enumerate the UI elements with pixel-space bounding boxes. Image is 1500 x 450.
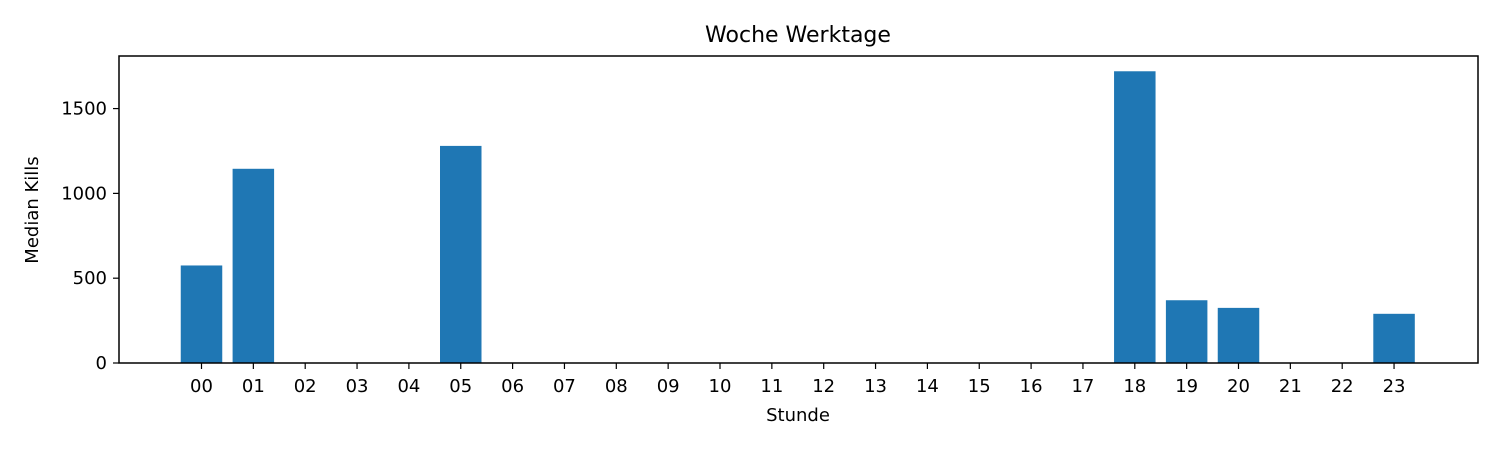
x-axis: 00 01 02 03 04 05 06 07 08 09 10 11 12 13 14 15 16 17 18 19… bbox=[190, 363, 1406, 397]
x-tick-label: 09 bbox=[657, 376, 680, 397]
x-tick-label: 02 bbox=[294, 376, 317, 397]
x-axis-label: Stunde bbox=[766, 405, 830, 426]
y-tick-label: 1000 bbox=[61, 183, 107, 204]
x-tick-label: 04 bbox=[397, 376, 420, 397]
y-tick-label: 500 bbox=[73, 268, 107, 289]
x-tick-label: 23 bbox=[1383, 376, 1406, 397]
x-tick-label: 00 bbox=[190, 376, 213, 397]
plot-frame bbox=[118, 55, 1479, 364]
x-tick-label: 14 bbox=[916, 376, 939, 397]
y-axis: 0 500 1000 1500 bbox=[61, 99, 119, 374]
x-tick-label: 12 bbox=[812, 376, 835, 397]
y-tick-label: 1500 bbox=[61, 99, 107, 120]
bar-series bbox=[180, 71, 1415, 364]
x-tick-label: 11 bbox=[760, 376, 783, 397]
y-tick-label: 0 bbox=[96, 353, 107, 374]
x-tick-label: 03 bbox=[346, 376, 369, 397]
x-tick-label: 01 bbox=[242, 376, 265, 397]
x-tick-label: 17 bbox=[1071, 376, 1094, 397]
bar-20 bbox=[1217, 307, 1260, 363]
x-tick-label: 20 bbox=[1227, 376, 1250, 397]
x-tick-label: 06 bbox=[501, 376, 524, 397]
y-axis-label: Median Kills bbox=[22, 156, 43, 263]
x-tick-label: 05 bbox=[449, 376, 472, 397]
x-tick-label: 19 bbox=[1175, 376, 1198, 397]
x-tick-label: 21 bbox=[1279, 376, 1302, 397]
x-tick-label: 10 bbox=[709, 376, 732, 397]
x-tick-label: 07 bbox=[553, 376, 576, 397]
x-tick-label: 15 bbox=[968, 376, 991, 397]
x-tick-label: 18 bbox=[1123, 376, 1146, 397]
bar-18 bbox=[1114, 71, 1156, 364]
x-tick-label: 13 bbox=[864, 376, 887, 397]
bar-19 bbox=[1165, 300, 1208, 363]
x-tick-label: 16 bbox=[1020, 376, 1043, 397]
chart-title: Woche Werktage bbox=[705, 23, 891, 48]
bar-01 bbox=[232, 168, 275, 363]
x-tick-label: 22 bbox=[1331, 376, 1354, 397]
bar-05 bbox=[440, 145, 482, 363]
bar-23 bbox=[1373, 313, 1415, 363]
bar-00 bbox=[180, 265, 223, 363]
x-tick-label: 08 bbox=[605, 376, 628, 397]
